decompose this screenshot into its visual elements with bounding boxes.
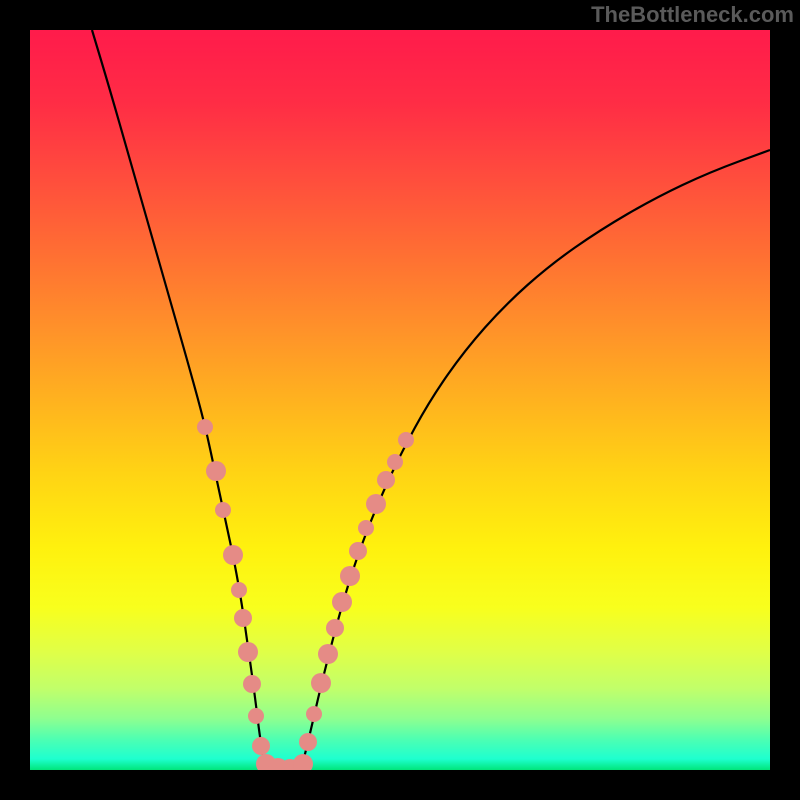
curve-layer xyxy=(30,30,770,770)
data-point xyxy=(318,644,338,664)
data-point xyxy=(197,419,213,435)
data-point xyxy=(223,545,243,565)
data-point xyxy=(243,675,261,693)
data-point xyxy=(398,432,414,448)
data-point xyxy=(332,592,352,612)
data-point xyxy=(299,733,317,751)
data-point xyxy=(252,737,270,755)
data-point xyxy=(326,619,344,637)
data-point xyxy=(238,642,258,662)
curve-right-branch xyxy=(302,150,770,766)
data-point xyxy=(358,520,374,536)
data-point xyxy=(293,754,313,770)
data-point xyxy=(215,502,231,518)
data-point xyxy=(248,708,264,724)
data-point xyxy=(231,582,247,598)
data-point xyxy=(377,471,395,489)
data-point xyxy=(306,706,322,722)
data-point xyxy=(387,454,403,470)
data-point xyxy=(206,461,226,481)
data-point xyxy=(349,542,367,560)
data-point xyxy=(340,566,360,586)
data-point xyxy=(311,673,331,693)
watermark-text: TheBottleneck.com xyxy=(591,2,794,28)
data-point xyxy=(366,494,386,514)
plot-area xyxy=(30,30,770,770)
chart-container: TheBottleneck.com xyxy=(0,0,800,800)
data-point xyxy=(234,609,252,627)
